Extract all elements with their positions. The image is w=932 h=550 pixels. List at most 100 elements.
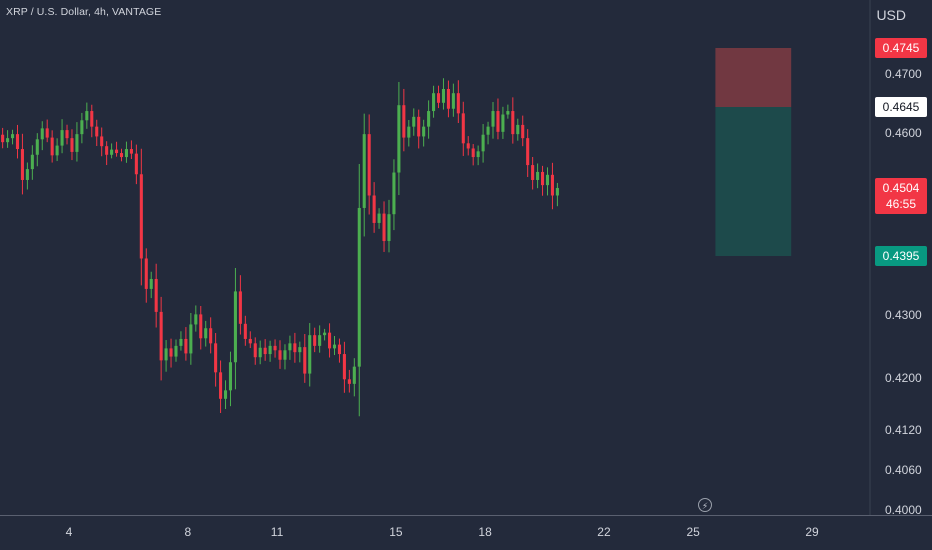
candle-body: [362, 134, 366, 208]
candle-body: [521, 124, 525, 139]
price-axis-ticks: 0.4700 0.4600 0.4300 0.4200 0.4120 0.4060 0.40…: [885, 67, 922, 517]
candle: [169, 338, 173, 368]
stop-loss-zone[interactable]: [715, 48, 792, 107]
candle-body: [506, 111, 510, 115]
candle-body: [75, 134, 79, 152]
candle-body: [238, 291, 242, 324]
candle: [144, 248, 148, 303]
badge-background: [875, 97, 927, 117]
candle-body: [129, 149, 133, 154]
candle: [347, 369, 351, 393]
candle-body: [491, 111, 495, 127]
candle-body: [531, 165, 535, 180]
candle-body: [293, 343, 297, 353]
candle: [25, 162, 29, 190]
candle: [342, 341, 346, 393]
candle: [30, 145, 34, 180]
candle-body: [174, 345, 178, 357]
candle: [268, 340, 272, 362]
candle: [90, 104, 94, 138]
candle-body: [451, 93, 455, 109]
candle: [555, 182, 559, 207]
candle-body: [144, 258, 148, 289]
candle: [60, 119, 64, 154]
candle: [179, 331, 183, 351]
candle: [461, 101, 465, 156]
candle: [357, 164, 361, 417]
candle-body: [139, 174, 143, 259]
price-badge-last: 0.4504 46:55: [875, 178, 927, 214]
candle-body: [179, 338, 183, 346]
candle-body: [427, 111, 431, 127]
candle: [258, 340, 262, 365]
position-tool[interactable]: [715, 48, 792, 256]
candle-body: [6, 138, 10, 143]
candle: [110, 143, 114, 159]
candle-body: [110, 149, 114, 155]
time-tick-label: 22: [597, 525, 611, 539]
take-profit-zone[interactable]: [715, 107, 792, 256]
candle: [550, 162, 554, 210]
candle-body: [273, 345, 277, 351]
candle-body: [223, 390, 228, 399]
candle-body: [511, 111, 515, 135]
candle: [352, 358, 356, 397]
candle: [154, 263, 158, 328]
bar-countdown: 46:55: [886, 197, 916, 211]
badge-background: [875, 246, 927, 266]
candle: [263, 339, 267, 361]
candle: [189, 312, 193, 365]
candle: [377, 208, 381, 229]
candle: [536, 163, 540, 189]
candle-body: [407, 126, 411, 138]
price-tick-label: 0.4700: [885, 67, 922, 81]
candle: [531, 156, 535, 190]
candle-body: [278, 350, 282, 360]
candle: [506, 104, 510, 119]
candle-body: [248, 338, 252, 344]
candle-body: [70, 138, 74, 152]
candle: [139, 148, 143, 286]
candle-body: [456, 93, 460, 114]
candle-body: [85, 111, 89, 121]
candle: [35, 133, 39, 167]
candle-body: [119, 153, 124, 158]
candle-body: [555, 188, 559, 196]
candle-body: [526, 138, 530, 166]
price-badge-target: 0.4395: [875, 246, 927, 266]
time-tick-label: 15: [389, 525, 403, 539]
candle-body: [372, 195, 376, 223]
candle: [402, 88, 406, 152]
candle-body: [90, 111, 94, 127]
candle-body: [516, 124, 520, 135]
candle-body: [233, 291, 237, 363]
candle: [6, 130, 10, 148]
candle-body: [55, 145, 59, 156]
candle-body: [1, 134, 5, 143]
lightning-icon[interactable]: ⚡: [698, 498, 712, 512]
candle-body: [501, 114, 505, 132]
candle-body: [303, 347, 307, 374]
candle-body: [258, 347, 262, 358]
candle-body: [219, 372, 223, 399]
price-badges: 0.4745 0.4645 0.4504 46:55 0.4395: [875, 38, 927, 266]
candle: [223, 380, 228, 410]
candle-body: [50, 137, 54, 156]
candle: [298, 341, 302, 363]
candle-body: [313, 335, 317, 346]
currency-label[interactable]: USD: [876, 7, 906, 23]
candle: [238, 275, 242, 335]
candle-body: [184, 338, 188, 354]
candle: [526, 129, 530, 178]
candle: [372, 182, 376, 233]
candle: [15, 124, 20, 159]
candle: [521, 115, 525, 147]
time-axis-panel[interactable]: [0, 515, 932, 550]
candle: [432, 85, 436, 118]
candle-body: [115, 149, 119, 154]
candle: [55, 138, 59, 162]
candle: [105, 141, 109, 166]
candle-body: [422, 126, 426, 137]
